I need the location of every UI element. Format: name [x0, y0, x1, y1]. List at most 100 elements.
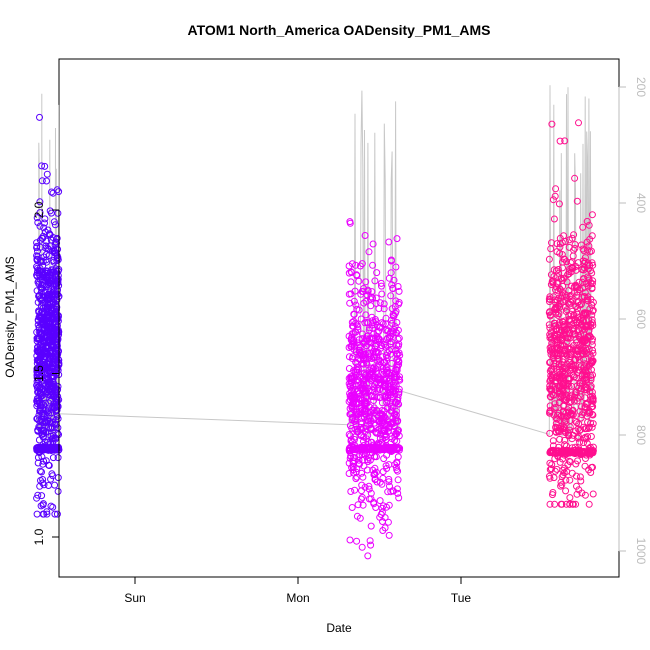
data-point — [51, 241, 59, 249]
data-point — [559, 455, 566, 463]
data-point — [573, 397, 581, 405]
data-point — [556, 234, 564, 242]
data-point — [45, 409, 53, 417]
data-point — [583, 217, 591, 225]
data-point — [362, 311, 370, 319]
data-point — [41, 438, 49, 446]
data-point — [387, 269, 395, 277]
data-point — [348, 504, 356, 511]
data-point — [560, 424, 568, 432]
data-point — [571, 241, 579, 248]
data-point — [550, 215, 558, 223]
data-point — [563, 330, 571, 338]
data-point — [36, 406, 44, 414]
data-point — [36, 236, 44, 244]
data-point — [566, 293, 574, 301]
data-point — [550, 474, 558, 482]
data-point — [46, 378, 54, 386]
data-point — [372, 429, 380, 437]
data-point — [371, 342, 379, 350]
data-point — [375, 305, 383, 313]
data-point — [53, 303, 61, 311]
data-point — [355, 377, 363, 385]
data-point — [45, 245, 53, 253]
data-point — [43, 318, 51, 326]
data-point — [44, 350, 51, 358]
data-point — [547, 245, 555, 253]
data-point — [551, 192, 559, 200]
data-point — [34, 316, 42, 324]
data-point — [360, 299, 368, 307]
data-point — [351, 425, 359, 433]
data-point — [38, 468, 45, 476]
data-point — [573, 309, 581, 317]
data-point — [41, 324, 48, 332]
data-point — [372, 299, 380, 307]
x-axis: Sun Mon Tue — [124, 576, 471, 605]
data-point — [348, 416, 356, 423]
data-point — [351, 442, 359, 450]
data-point — [347, 488, 355, 495]
data-point — [47, 475, 55, 483]
data-point — [556, 318, 563, 326]
data-point — [389, 284, 397, 292]
data-point — [55, 188, 63, 196]
secondary-tick-label: 400 — [634, 193, 648, 213]
data-point — [546, 466, 554, 474]
data-point — [393, 458, 401, 466]
data-point — [371, 453, 378, 461]
data-point — [381, 382, 388, 389]
data-point — [355, 453, 363, 461]
data-point — [572, 460, 580, 468]
data-point — [547, 387, 555, 395]
data-point — [34, 388, 42, 396]
data-point — [36, 209, 44, 217]
data-point — [351, 287, 359, 295]
data-point — [582, 371, 590, 379]
data-point — [39, 346, 47, 354]
data-point — [363, 380, 371, 388]
data-point — [586, 332, 594, 340]
data-point — [37, 361, 45, 369]
data-point — [583, 296, 591, 304]
data-point — [35, 423, 43, 431]
data-point — [375, 425, 383, 433]
data-point — [555, 449, 563, 457]
secondary-tick-label: 1000 — [634, 538, 648, 565]
data-point — [49, 454, 57, 462]
data-point — [38, 234, 46, 242]
data-point — [370, 354, 378, 362]
data-point — [371, 277, 379, 285]
data-point — [381, 524, 389, 532]
data-point — [391, 323, 399, 330]
data-point — [43, 177, 50, 185]
data-point — [368, 321, 376, 329]
data-point — [350, 337, 358, 344]
data-point — [393, 485, 401, 493]
pressure-line — [36, 85, 594, 447]
data-point — [357, 315, 365, 323]
data-point — [345, 269, 353, 277]
data-point — [365, 248, 373, 256]
data-point — [365, 326, 373, 334]
data-point — [354, 323, 362, 331]
data-point — [369, 369, 377, 377]
data-point — [575, 420, 583, 428]
data-point — [373, 411, 381, 419]
data-point — [45, 330, 53, 338]
data-point — [390, 411, 398, 418]
x-tick-label: Sun — [124, 591, 145, 605]
data-point — [566, 476, 574, 484]
data-point — [53, 346, 61, 354]
data-point — [384, 334, 391, 342]
data-point — [584, 333, 592, 341]
data-point — [41, 219, 48, 227]
data-point — [551, 298, 559, 306]
data-point — [33, 252, 41, 260]
data-point — [581, 394, 589, 402]
data-point — [43, 170, 51, 178]
data-point — [54, 272, 62, 279]
data-point — [549, 489, 557, 496]
data-point — [349, 438, 356, 446]
data-point — [570, 397, 578, 405]
